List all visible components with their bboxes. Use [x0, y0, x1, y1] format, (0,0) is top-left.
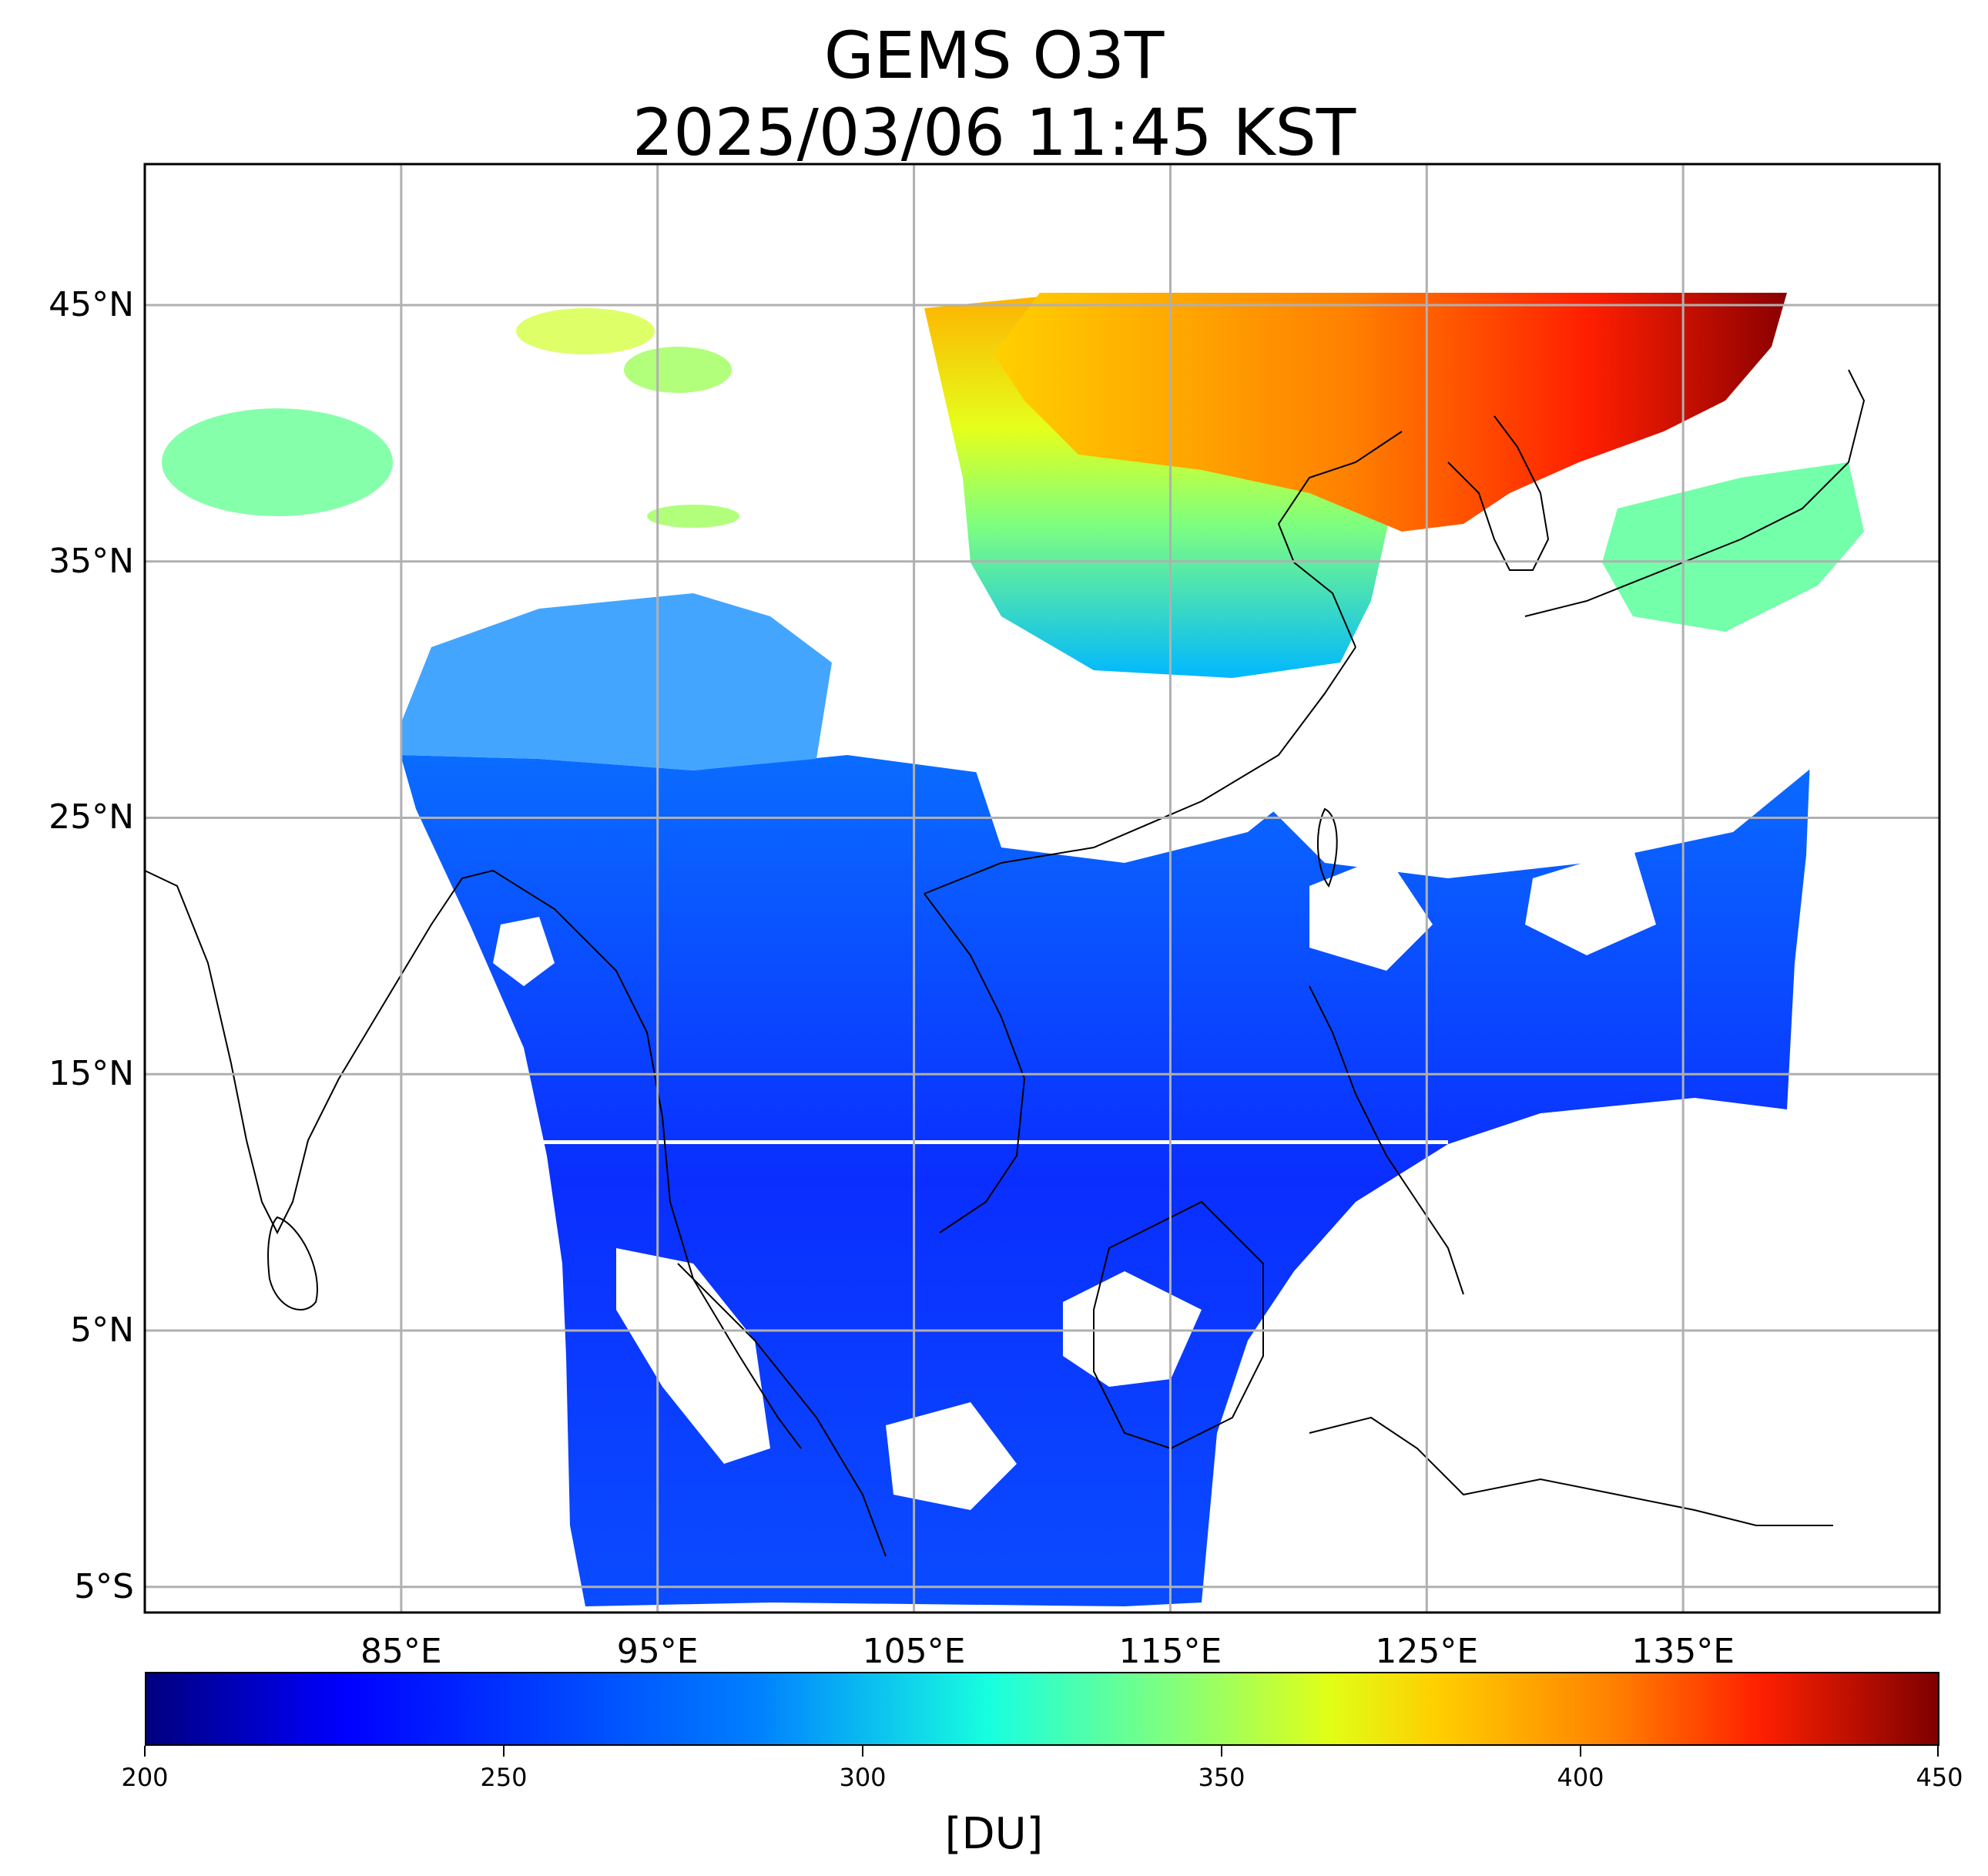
ozone-swath-plateau — [401, 593, 832, 770]
coast-taiwan — [1317, 807, 1338, 888]
colorbar-tick-label: 350 — [1198, 1763, 1245, 1792]
colorbar-tick-label: 450 — [1916, 1763, 1963, 1792]
colorbar — [145, 1672, 1939, 1746]
colorbar-tick — [144, 1746, 146, 1757]
colorbar-tick — [503, 1746, 505, 1757]
title-datetime: 2025/03/06 11:45 KST — [632, 95, 1356, 170]
scan-gap-line — [539, 1140, 1448, 1144]
coast-japan — [1524, 369, 1866, 617]
title-product: GEMS O3T — [823, 18, 1165, 93]
coast-india — [144, 870, 494, 1235]
ozone-patch-west2 — [624, 347, 732, 393]
coast-philippines — [1309, 985, 1464, 1295]
cloud-gap-pacific-1 — [1309, 855, 1433, 971]
colorbar-tick-label: 400 — [1557, 1763, 1604, 1792]
colorbar-tick — [1937, 1746, 1939, 1757]
lat-label: 45°N — [49, 285, 134, 324]
coast-korea — [1447, 415, 1550, 571]
map-frame — [143, 163, 1941, 1614]
cloud-gap-java-sea — [886, 1402, 1017, 1510]
lon-label: 125°E — [1375, 1632, 1479, 1671]
coast-borneo — [1093, 1200, 1264, 1450]
ozone-patch-west4 — [647, 505, 739, 528]
lon-label: 115°E — [1118, 1632, 1222, 1671]
coast-south-china — [924, 646, 1356, 894]
coast-vietnam — [924, 893, 1026, 1233]
coast-sumatra — [677, 1263, 887, 1557]
cloud-gap-sumatra — [616, 1248, 770, 1464]
coast-mainland-se-asia — [492, 870, 802, 1449]
colorbar-tick-label: 300 — [839, 1763, 887, 1792]
colorbar-tick-label: 200 — [121, 1763, 169, 1792]
lon-label: 135°E — [1631, 1632, 1735, 1671]
lat-label: 35°N — [49, 541, 134, 581]
lat-label: 5°N — [70, 1310, 134, 1350]
cloud-gap-pacific-2 — [1525, 847, 1656, 955]
colorbar-tick — [1580, 1746, 1581, 1757]
lon-label: 95°E — [616, 1632, 699, 1671]
lon-label: 85°E — [360, 1632, 442, 1671]
coast-sulawesi-newguinea — [1309, 1416, 1833, 1526]
map-title: GEMS O3T 2025/03/06 11:45 KST — [0, 17, 1988, 171]
colorbar-tick — [1221, 1746, 1222, 1757]
cloud-gap-bay-of-bengal — [493, 917, 555, 986]
coastlines — [144, 369, 1866, 1557]
coast-east-china — [1277, 431, 1403, 648]
lat-label: 15°N — [49, 1054, 134, 1094]
lon-gridlines — [400, 164, 1685, 1613]
cloud-gap-borneo — [1063, 1271, 1202, 1387]
coast-sri-lanka — [267, 1216, 318, 1311]
ozone-swath-japan — [1602, 462, 1864, 632]
lat-label: 25°N — [49, 797, 134, 837]
ozone-patch-west — [162, 408, 393, 516]
colorbar-tick — [862, 1746, 863, 1757]
lon-label: 105°E — [862, 1632, 966, 1671]
ozone-patch-west3 — [516, 308, 655, 354]
lat-label: 5°S — [74, 1566, 134, 1606]
colorbar-tick-label: 250 — [480, 1763, 528, 1792]
lat-gridlines — [145, 304, 1939, 1589]
ozone-swath-northeast — [994, 293, 1787, 532]
colorbar-unit: [DU] — [944, 1809, 1044, 1859]
